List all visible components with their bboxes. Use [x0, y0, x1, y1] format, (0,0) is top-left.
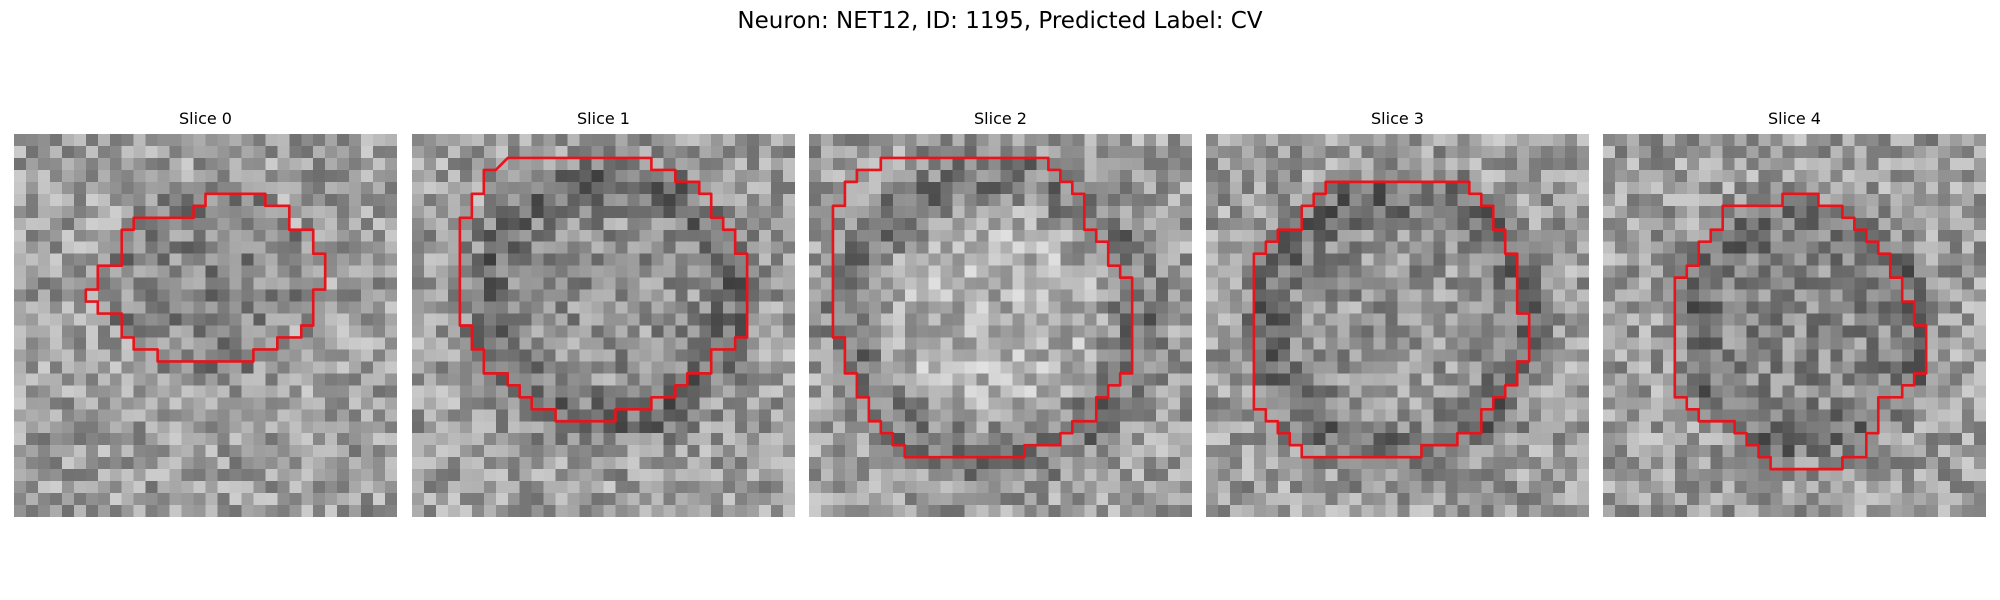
- slice-image: [14, 134, 397, 517]
- segmentation-contour: [1673, 192, 1928, 471]
- slice-title: Slice 0: [179, 109, 232, 128]
- slice-image: [412, 134, 795, 517]
- segmentation-contour: [831, 156, 1134, 459]
- slice-title: Slice 4: [1768, 109, 1821, 128]
- slice-panel-0: Slice 0: [14, 108, 397, 517]
- slice-image: [809, 134, 1192, 517]
- slice-title: Slice 2: [974, 109, 1027, 128]
- slice-image: [1206, 134, 1589, 517]
- segmentation-contour: [84, 192, 327, 363]
- slice-title: Slice 1: [577, 109, 630, 128]
- segmentation-contour: [458, 156, 749, 423]
- figure-title: Neuron: NET12, ID: 1195, Predicted Label…: [737, 8, 1263, 34]
- slice-panel-3: Slice 3: [1206, 108, 1589, 517]
- slice-panel-2: Slice 2: [809, 108, 1192, 517]
- slice-panel-1: Slice 1: [412, 108, 795, 517]
- slice-title: Slice 3: [1371, 109, 1424, 128]
- slice-image: [1603, 134, 1986, 517]
- segmentation-contour: [1252, 180, 1531, 459]
- slice-panel-4: Slice 4: [1603, 108, 1986, 517]
